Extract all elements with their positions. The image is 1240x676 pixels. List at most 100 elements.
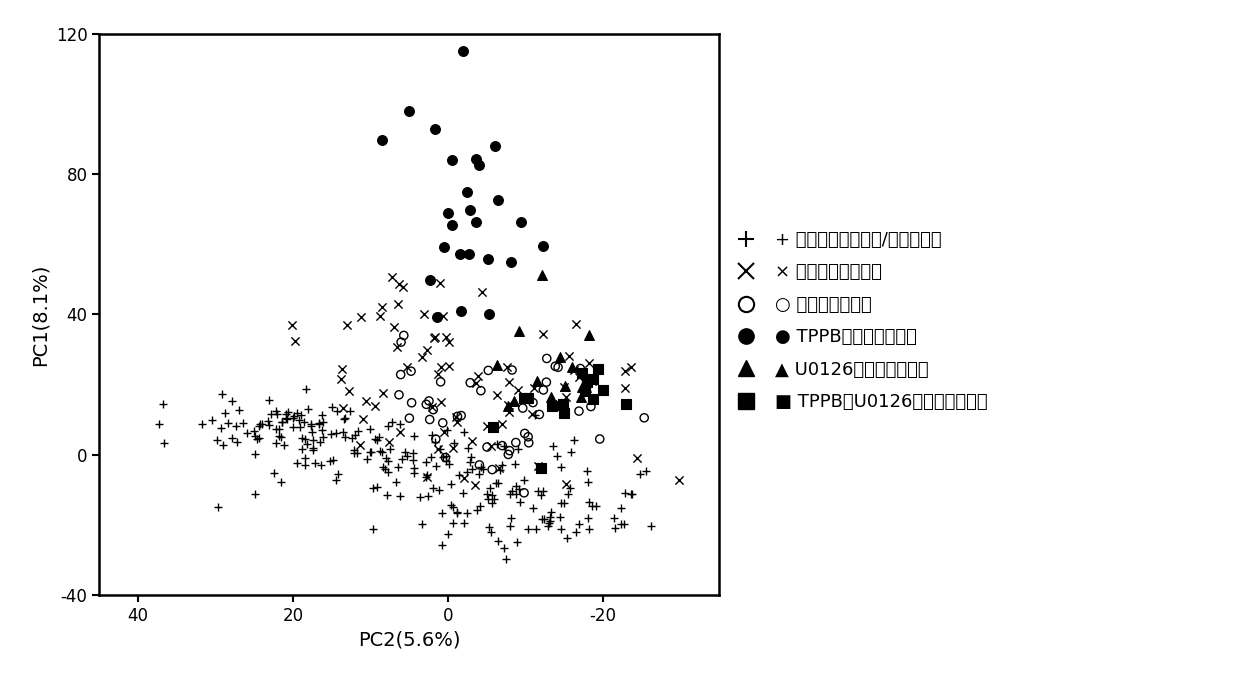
Point	[377, 452, 397, 463]
Point	[249, 432, 269, 443]
Point	[500, 406, 520, 417]
Point	[402, 366, 422, 377]
Point	[283, 422, 303, 433]
Point	[345, 448, 365, 459]
Point	[314, 432, 334, 443]
Point	[258, 416, 278, 427]
Point	[443, 220, 463, 231]
Point	[295, 460, 315, 470]
Point	[270, 477, 290, 487]
Point	[326, 475, 346, 486]
Point	[505, 396, 525, 407]
Point	[311, 410, 331, 420]
Point	[465, 479, 485, 490]
Point	[605, 523, 625, 533]
Point	[469, 160, 489, 171]
Point	[222, 433, 242, 443]
Point	[439, 360, 459, 371]
Point	[365, 401, 384, 412]
Point	[246, 488, 265, 499]
Point	[532, 270, 552, 281]
Point	[389, 279, 409, 290]
Point	[496, 553, 516, 564]
Point	[428, 443, 448, 454]
Point	[295, 383, 315, 394]
Point	[288, 458, 308, 468]
Point	[487, 360, 507, 371]
Point	[450, 249, 470, 260]
Point	[372, 135, 392, 145]
Point	[436, 450, 456, 461]
Point	[513, 403, 533, 414]
Point	[604, 512, 624, 523]
Point	[728, 443, 748, 454]
Point	[367, 482, 387, 493]
Point	[404, 431, 424, 441]
Point	[611, 502, 631, 513]
Point	[554, 498, 574, 509]
Point	[372, 387, 392, 398]
Point	[543, 440, 563, 451]
Point	[487, 535, 507, 546]
Point	[562, 447, 582, 458]
Point	[436, 332, 456, 343]
Point	[487, 439, 507, 450]
Point	[460, 204, 480, 215]
Point	[425, 434, 445, 445]
Point	[543, 401, 563, 412]
Point	[420, 414, 440, 425]
Point	[377, 489, 397, 500]
Point	[399, 413, 419, 424]
Y-axis label: PC1(8.1%): PC1(8.1%)	[31, 263, 50, 366]
Point	[498, 449, 518, 460]
Point	[247, 433, 267, 444]
Point	[492, 460, 512, 470]
Point	[430, 396, 450, 407]
Point	[472, 286, 492, 297]
Point	[538, 518, 558, 529]
Point	[635, 412, 655, 423]
Point	[269, 423, 289, 434]
Point	[149, 418, 169, 429]
Point	[460, 452, 480, 462]
Point	[470, 468, 490, 479]
Point	[479, 254, 498, 264]
Point	[312, 425, 332, 435]
Point	[218, 417, 238, 428]
Point	[211, 423, 231, 434]
Point	[418, 491, 438, 502]
Point	[284, 410, 304, 421]
Point	[383, 322, 403, 333]
Point	[626, 453, 646, 464]
Point	[293, 433, 312, 444]
Point	[425, 124, 445, 135]
Point	[265, 406, 285, 416]
Point	[388, 299, 408, 310]
Point	[305, 458, 325, 468]
Point	[264, 468, 284, 479]
Point	[422, 402, 441, 412]
Point	[460, 377, 480, 388]
Point	[382, 272, 402, 283]
Point	[208, 502, 228, 513]
Point	[334, 414, 353, 425]
Point	[278, 407, 298, 418]
Point	[357, 454, 377, 464]
Point	[259, 395, 279, 406]
Point	[487, 389, 507, 400]
Point	[322, 455, 342, 466]
Point	[428, 368, 448, 379]
Point	[278, 414, 298, 425]
Point	[360, 423, 379, 434]
Point	[476, 420, 496, 431]
Point	[389, 389, 409, 400]
Point	[547, 451, 567, 462]
Point	[527, 376, 547, 387]
Point	[508, 443, 528, 454]
Point	[274, 439, 294, 450]
Point	[482, 464, 502, 475]
Point	[212, 389, 232, 400]
Point	[564, 435, 584, 445]
Point	[451, 306, 471, 316]
Point	[311, 460, 331, 470]
